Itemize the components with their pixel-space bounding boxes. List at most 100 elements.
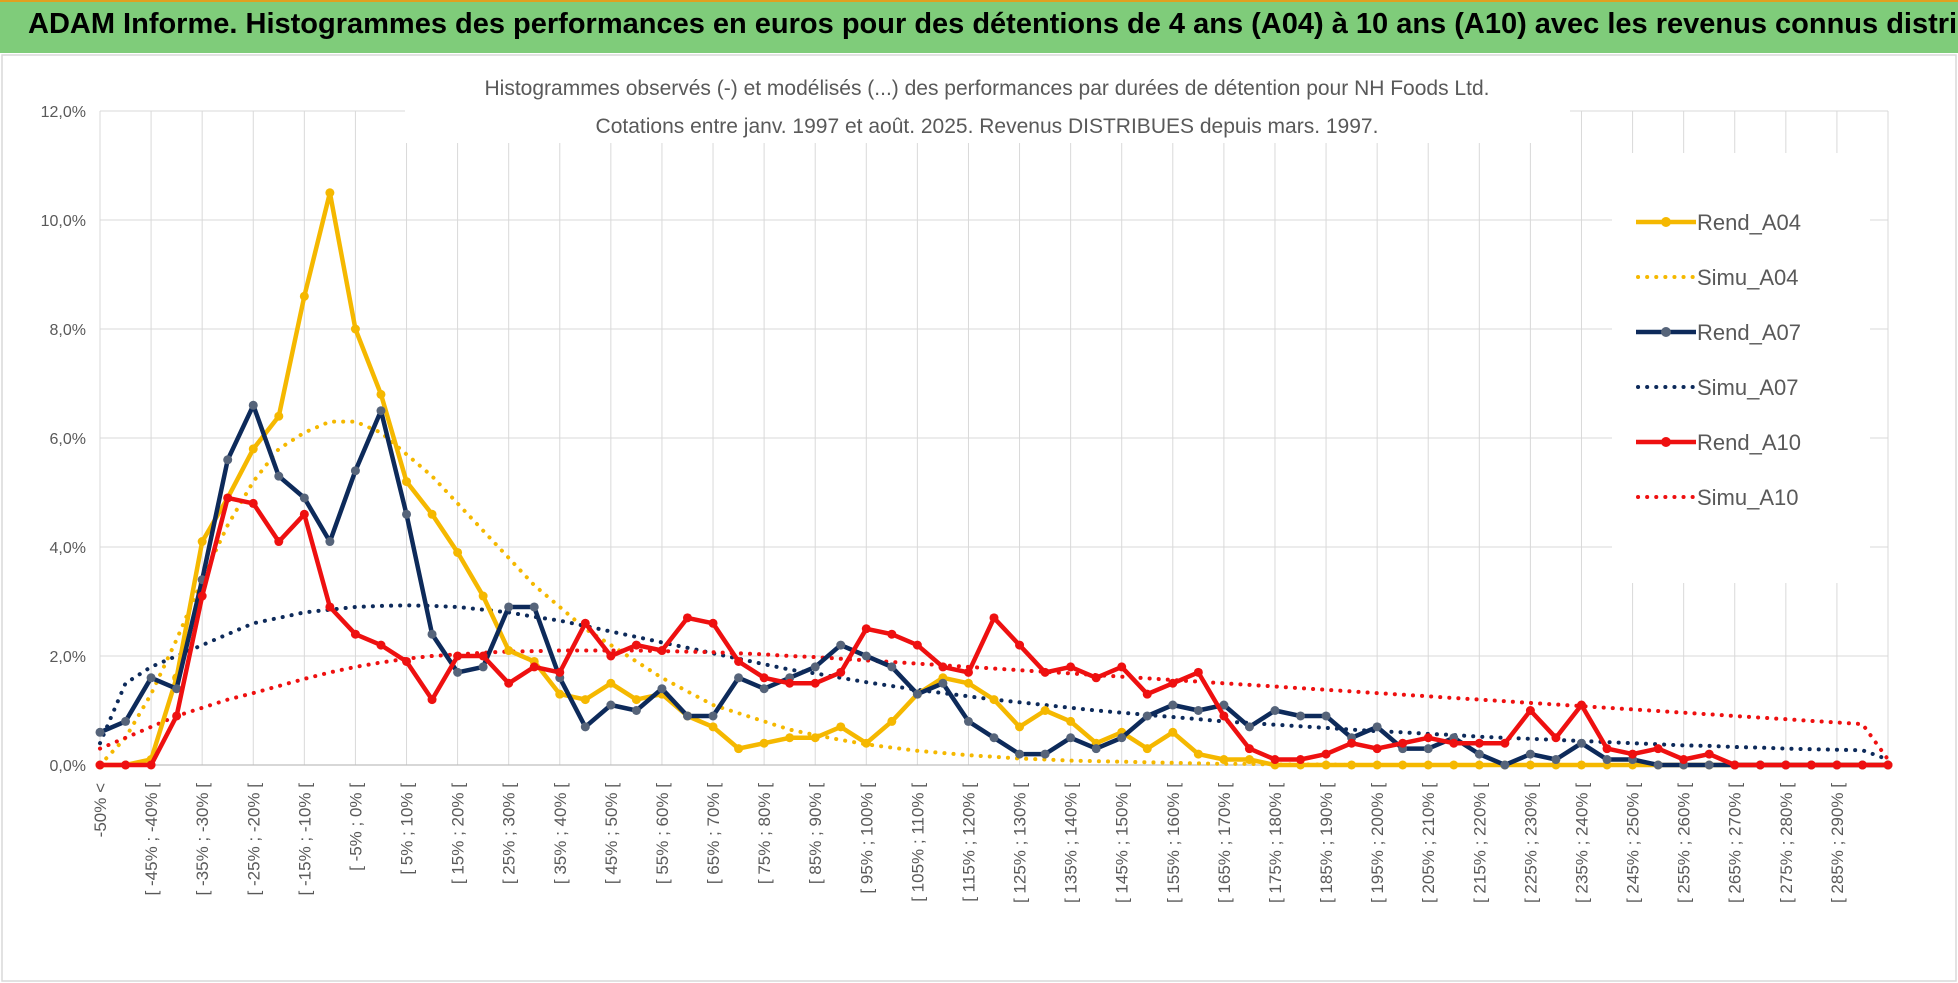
x-tick-label: [ 145% ; 150% [	[1113, 783, 1132, 903]
data-point-rend-a04	[274, 411, 284, 421]
data-point-rend-a07	[299, 493, 309, 503]
data-point-rend-a07	[1270, 706, 1280, 715]
data-point-rend-a10	[197, 591, 207, 601]
data-point-rend-a10	[1270, 755, 1280, 765]
data-point-rend-a07	[1117, 733, 1127, 743]
data-point-rend-a04	[1423, 760, 1433, 770]
data-point-rend-a10	[1755, 760, 1765, 770]
data-point-rend-a07	[1704, 760, 1714, 770]
data-point-rend-a07	[810, 662, 820, 672]
data-point-rend-a10	[989, 613, 999, 623]
data-point-rend-a04	[861, 738, 871, 748]
data-point-rend-a10	[146, 760, 156, 770]
data-point-rend-a07	[861, 651, 871, 661]
data-point-rend-a07	[887, 662, 897, 672]
data-point-rend-a10	[1883, 760, 1893, 770]
data-point-rend-a04	[1398, 760, 1408, 770]
x-tick-label: [ 195% ; 200% [	[1368, 783, 1387, 903]
data-point-rend-a07	[1015, 749, 1025, 759]
x-tick-label: [ 95% ; 100% [	[857, 783, 876, 894]
data-point-rend-a07	[529, 602, 539, 612]
data-point-rend-a07	[1040, 749, 1050, 759]
data-point-rend-a04	[1193, 749, 1203, 759]
data-point-rend-a04	[759, 738, 769, 748]
data-point-rend-a10	[1372, 744, 1382, 754]
data-point-rend-a04	[1474, 760, 1484, 770]
data-point-rend-a10	[1347, 738, 1357, 748]
x-tick-label: [ 205% ; 210% [	[1419, 783, 1438, 903]
data-point-rend-a07	[580, 722, 590, 732]
x-tick-label: [ 165% ; 170% [	[1215, 783, 1234, 903]
data-point-rend-a04	[1066, 716, 1076, 726]
y-tick-label: 10,0%	[41, 213, 86, 230]
x-tick-label: [ 265% ; 270% [	[1726, 783, 1745, 903]
x-tick-label: [ 105% ; 110% [	[908, 783, 927, 902]
x-tick-label: [ 175% ; 180% [	[1266, 783, 1285, 903]
y-tick-label: 0,0%	[50, 758, 86, 775]
data-point-rend-a07	[402, 509, 412, 519]
data-point-rend-a07	[453, 667, 463, 677]
chart-subtitle: Cotations entre janv. 1997 et août. 2025…	[596, 115, 1379, 138]
data-point-rend-a07	[708, 711, 718, 721]
data-point-rend-a07	[146, 673, 156, 683]
title-background	[405, 57, 1570, 143]
data-point-rend-a07	[1219, 700, 1229, 710]
data-point-rend-a10	[1244, 744, 1254, 754]
x-tick-label: [ 255% ; 260% [	[1675, 783, 1694, 903]
data-point-rend-a10	[1193, 667, 1203, 677]
x-tick-label: -50% <	[91, 783, 110, 837]
data-point-rend-a10	[580, 618, 590, 628]
data-point-rend-a10	[299, 509, 309, 519]
x-tick-label: [ 235% ; 240% [	[1572, 783, 1591, 903]
data-point-rend-a10	[248, 498, 258, 508]
data-point-rend-a07	[350, 466, 360, 476]
data-point-rend-a04	[248, 444, 258, 454]
data-point-rend-a07	[1321, 711, 1331, 721]
data-point-rend-a07	[1168, 700, 1178, 710]
data-point-rend-a07	[504, 602, 514, 612]
data-point-rend-a04	[478, 591, 488, 601]
legend-label-rend-a10: Rend_A10	[1697, 430, 1801, 455]
data-point-rend-a07	[223, 455, 233, 465]
data-point-rend-a07	[963, 716, 973, 726]
data-point-rend-a10	[1781, 760, 1791, 770]
report-title: ADAM Informe. Histogrammes des performan…	[28, 8, 1958, 40]
data-point-rend-a07	[1474, 749, 1484, 759]
data-point-rend-a04	[197, 537, 207, 547]
legend-label-simu-a04: Simu_A04	[1697, 265, 1799, 290]
data-point-rend-a07	[734, 673, 744, 683]
x-tick-label: [ 65% ; 70% [	[704, 783, 723, 884]
data-point-rend-a10	[963, 667, 973, 677]
data-point-rend-a10	[1168, 678, 1178, 688]
data-point-rend-a04	[427, 509, 437, 519]
data-point-rend-a04	[1040, 706, 1050, 715]
data-point-rend-a07	[1142, 711, 1152, 721]
data-point-rend-a10	[1015, 640, 1025, 650]
axes: 0,0% 2,0% 4,0% 6,0% 8,0% 10,0% 12,0% -50% < [ -4…	[41, 104, 1888, 903]
data-point-rend-a10	[1040, 667, 1050, 677]
data-point-rend-a04	[1219, 755, 1229, 765]
data-point-rend-a04	[887, 716, 897, 726]
data-point-rend-a04	[402, 477, 412, 487]
y-tick-label: 6,0%	[50, 431, 86, 448]
data-point-rend-a10	[1704, 749, 1714, 759]
data-point-rend-a10	[1296, 755, 1306, 765]
data-point-rend-a07	[478, 662, 488, 672]
data-point-rend-a10	[810, 678, 820, 688]
x-tick-label: [ 185% ; 190% [	[1317, 783, 1336, 903]
data-point-rend-a10	[1551, 733, 1561, 743]
data-point-rend-a07	[631, 706, 641, 715]
x-tick-label: [ 25% ; 30% [	[500, 783, 519, 884]
data-point-rend-a07	[759, 684, 769, 694]
data-point-rend-a04	[1015, 722, 1025, 732]
data-point-rend-a07	[989, 733, 999, 743]
data-point-rend-a04	[325, 188, 335, 198]
data-point-rend-a04	[580, 695, 590, 705]
data-point-rend-a07	[938, 678, 948, 688]
x-tick-label: [ 275% ; 280% [	[1777, 783, 1796, 903]
data-point-rend-a04	[1142, 744, 1152, 754]
data-point-rend-a10	[1474, 738, 1484, 748]
data-point-rend-a04	[708, 722, 718, 732]
x-tick-label: [ 45% ; 50% [	[602, 783, 621, 884]
x-tick-label: [ 135% ; 140% [	[1062, 783, 1081, 903]
